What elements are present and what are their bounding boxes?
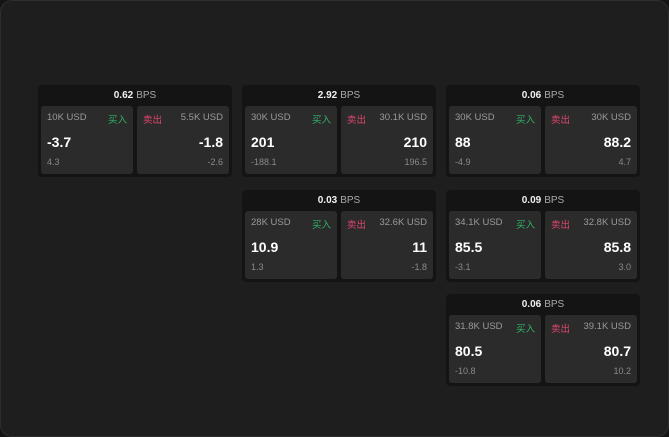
spread-value: 0.09 [521,195,542,206]
bid-change: -4.9 [455,157,471,167]
quote-card: 0.06 BPS 30K USD 买入 88 -4.9 卖出 30K USD 88.2… [446,85,640,177]
spread-value: 0.62 [113,90,134,101]
buy-pane[interactable]: 30K USD 买入 201 -188.1 [245,106,337,174]
spread-unit: BPS [544,299,565,310]
sell-pane[interactable]: 卖出 30.1K USD 210 196.5 [341,106,433,174]
sell-label: 卖出 [551,324,571,335]
sell-label: 卖出 [347,115,367,126]
quote-card: 0.03 BPS 28K USD 买入 10.9 1.3 卖出 32.6K USD 1… [242,190,436,282]
bid-size: 10K USD [47,112,87,123]
buy-pane[interactable]: 34.1K USD 买入 85.5 -3.1 [449,211,541,279]
buy-label: 买入 [515,220,535,231]
spread-header: 0.06 BPS [446,294,640,315]
ask-price: 11 [412,239,427,255]
spread-unit: BPS [544,195,565,206]
bid-price: 88 [455,134,471,150]
quote-card: 0.06 BPS 31.8K USD 买入 80.5 -10.8 卖出 39.1K U… [446,294,640,386]
ask-size: 39.1K USD [583,321,631,332]
ask-change: -1.8 [411,262,427,272]
bid-price: 85.5 [455,239,483,255]
sell-label: 卖出 [551,220,571,231]
buy-pane[interactable]: 10K USD 买入 -3.7 4.3 [41,106,133,174]
ask-change: 196.5 [404,157,427,167]
quote-card: 0.62 BPS 10K USD 买入 -3.7 4.3 卖出 5.5K USD -1… [38,85,232,177]
sell-pane[interactable]: 卖出 30K USD 88.2 4.7 [545,106,637,174]
spread-unit: BPS [544,90,565,101]
bid-size: 30K USD [251,112,291,123]
ask-change: 3.0 [618,262,631,272]
ask-change: 4.7 [618,157,631,167]
quote-card: 2.92 BPS 30K USD 买入 201 -188.1 卖出 30.1K USD… [242,85,436,177]
sell-label: 卖出 [551,115,571,126]
buy-label: 买入 [515,115,535,126]
sell-pane[interactable]: 卖出 32.8K USD 85.8 3.0 [545,211,637,279]
ask-change: -2.6 [207,157,223,167]
spread-value: 0.03 [317,195,338,206]
spread-value: 2.92 [317,90,338,101]
buy-label: 买入 [107,115,127,126]
spread-header: 0.03 BPS [242,190,436,211]
ask-size: 5.5K USD [180,112,223,123]
ask-price: 85.8 [603,239,631,255]
ask-price: 80.7 [603,343,631,359]
buy-label: 买入 [515,324,535,335]
buy-pane[interactable]: 28K USD 买入 10.9 1.3 [245,211,337,279]
bid-change: -10.8 [455,366,476,376]
spread-value: 0.06 [521,299,542,310]
bid-size: 31.8K USD [455,321,503,332]
spread-header: 2.92 BPS [242,85,436,106]
ask-size: 30K USD [591,112,631,123]
spread-value: 0.06 [521,90,542,101]
quote-card: 0.09 BPS 34.1K USD 买入 85.5 -3.1 卖出 32.8K US… [446,190,640,282]
bid-size: 34.1K USD [455,217,503,228]
bid-price: -3.7 [47,134,72,150]
sell-pane[interactable]: 卖出 32.6K USD 11 -1.8 [341,211,433,279]
bid-price: 201 [251,134,275,150]
ask-change: 10.2 [613,366,631,376]
spread-unit: BPS [340,195,361,206]
ask-size: 32.6K USD [379,217,427,228]
bid-size: 30K USD [455,112,495,123]
ask-size: 30.1K USD [379,112,427,123]
bid-change: -188.1 [251,157,277,167]
bid-change: 4.3 [47,157,60,167]
ask-price: 210 [403,134,427,150]
buy-pane[interactable]: 31.8K USD 买入 80.5 -10.8 [449,315,541,383]
buy-label: 买入 [311,115,331,126]
buy-label: 买入 [311,220,331,231]
buy-pane[interactable]: 30K USD 买入 88 -4.9 [449,106,541,174]
spread-unit: BPS [136,90,157,101]
sell-pane[interactable]: 卖出 39.1K USD 80.7 10.2 [545,315,637,383]
ask-price: 88.2 [603,134,631,150]
spread-header: 0.09 BPS [446,190,640,211]
bid-size: 28K USD [251,217,291,228]
sell-label: 卖出 [347,220,367,231]
bid-change: -3.1 [455,262,471,272]
sell-label: 卖出 [143,115,163,126]
bid-price: 80.5 [455,343,483,359]
sell-pane[interactable]: 卖出 5.5K USD -1.8 -2.6 [137,106,229,174]
bid-price: 10.9 [251,239,279,255]
spread-header: 0.62 BPS [38,85,232,106]
spread-header: 0.06 BPS [446,85,640,106]
spread-unit: BPS [340,90,361,101]
bid-change: 1.3 [251,262,264,272]
ask-size: 32.8K USD [583,217,631,228]
ask-price: -1.8 [198,134,223,150]
